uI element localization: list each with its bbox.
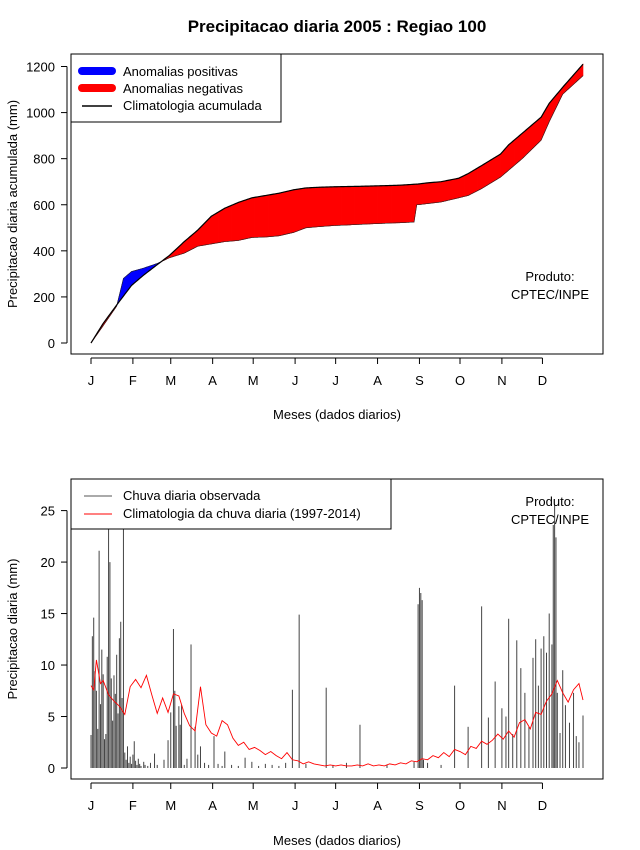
cumulative-lines — [90, 63, 584, 344]
climatology-daily-line — [90, 659, 584, 767]
legend-bottom: Chuva diaria observada Climatologia da c… — [70, 478, 392, 530]
y-tick-label-top: 400 — [33, 244, 55, 259]
x-tick-label-bottom: J — [332, 798, 339, 813]
y-tick-label-top: 1000 — [26, 106, 55, 121]
y-tick-label-bottom: 5 — [48, 710, 55, 725]
x-tick-label-top: O — [455, 373, 465, 388]
legend-top: Anomalias positivas Anomalias negativas … — [70, 53, 282, 123]
product-source-bottom: CPTEC/INPE — [511, 512, 589, 527]
observed-bars — [90, 505, 584, 768]
legend-label-negative: Anomalias negativas — [123, 81, 243, 96]
x-tick-label-top: S — [415, 373, 424, 388]
x-tick-label-top: A — [208, 373, 217, 388]
x-tick-label-bottom: A — [208, 798, 217, 813]
x-tick-label-top: N — [497, 373, 506, 388]
climatology-line-layer — [90, 659, 584, 767]
observed-cumulative-line — [90, 75, 584, 344]
y-tick-label-top: 800 — [33, 152, 55, 167]
legend-label-climatology: Climatologia acumulada — [123, 98, 263, 113]
product-label-bottom: Produto: — [525, 494, 574, 509]
y-tick-label-bottom: 20 — [41, 555, 55, 570]
plot-box-top — [70, 53, 604, 355]
x-tick-label-bottom: N — [497, 798, 506, 813]
legend-label-positive: Anomalias positivas — [123, 64, 238, 79]
x-tick-label-top: J — [332, 373, 339, 388]
x-axis-label-top: Meses (dados diarios) — [273, 407, 401, 422]
x-tick-label-bottom: D — [538, 798, 547, 813]
x-tick-label-top: M — [248, 373, 259, 388]
y-tick-label-bottom: 0 — [48, 761, 55, 776]
daily-panel: 0 5 10 15 20 25 J F M A M J J A S O N D Meses (dados dia… — [5, 478, 604, 848]
legend-box-bottom — [70, 478, 392, 530]
y-tick-label-top: 600 — [33, 198, 55, 213]
x-tick-label-top: A — [373, 373, 382, 388]
x-tick-label-bottom: M — [165, 798, 176, 813]
x-tick-label-bottom: O — [455, 798, 465, 813]
x-tick-label-top: F — [129, 373, 137, 388]
x-tick-label-bottom: S — [415, 798, 424, 813]
x-tick-label-top: D — [538, 373, 547, 388]
legend-label-observed: Chuva diaria observada — [123, 488, 261, 503]
x-tick-label-top: J — [88, 373, 95, 388]
x-tick-label-bottom: J — [292, 798, 299, 813]
y-axis-label-bottom: Precipitacao diaria (mm) — [5, 559, 20, 700]
x-tick-label-top: M — [165, 373, 176, 388]
y-tick-label-top: 1200 — [26, 60, 55, 75]
y-tick-label-top: 200 — [33, 290, 55, 305]
x-tick-label-bottom: M — [248, 798, 259, 813]
y-axis-bottom: 0 5 10 15 20 25 — [41, 504, 68, 776]
y-axis-top: 0 200 400 600 800 1000 1200 — [26, 60, 68, 351]
legend-box-top — [70, 53, 282, 123]
x-axis-label-bottom: Meses (dados diarios) — [273, 833, 401, 848]
y-tick-label-bottom: 25 — [41, 504, 55, 519]
product-source-top: CPTEC/INPE — [511, 287, 589, 302]
y-tick-label-top: 0 — [48, 336, 55, 351]
y-tick-label-bottom: 10 — [41, 658, 55, 673]
legend-label-clim-daily: Climatologia da chuva diaria (1997-2014) — [123, 506, 361, 521]
x-tick-label-bottom: F — [129, 798, 137, 813]
x-tick-label-top: J — [292, 373, 299, 388]
y-tick-label-bottom: 15 — [41, 607, 55, 622]
y-axis-label-top: Precipitacao diaria acumulada (mm) — [5, 100, 20, 308]
chart-title: Precipitacao diaria 2005 : Regiao 100 — [188, 17, 487, 36]
cumulative-panel: 0 200 400 600 800 1000 1200 J F M A M J J A S O N D Meses… — [5, 53, 604, 422]
climatology-cumulative-line — [90, 63, 584, 344]
product-label-top: Produto: — [525, 269, 574, 284]
x-tick-label-bottom: J — [88, 798, 95, 813]
x-tick-label-bottom: A — [373, 798, 382, 813]
